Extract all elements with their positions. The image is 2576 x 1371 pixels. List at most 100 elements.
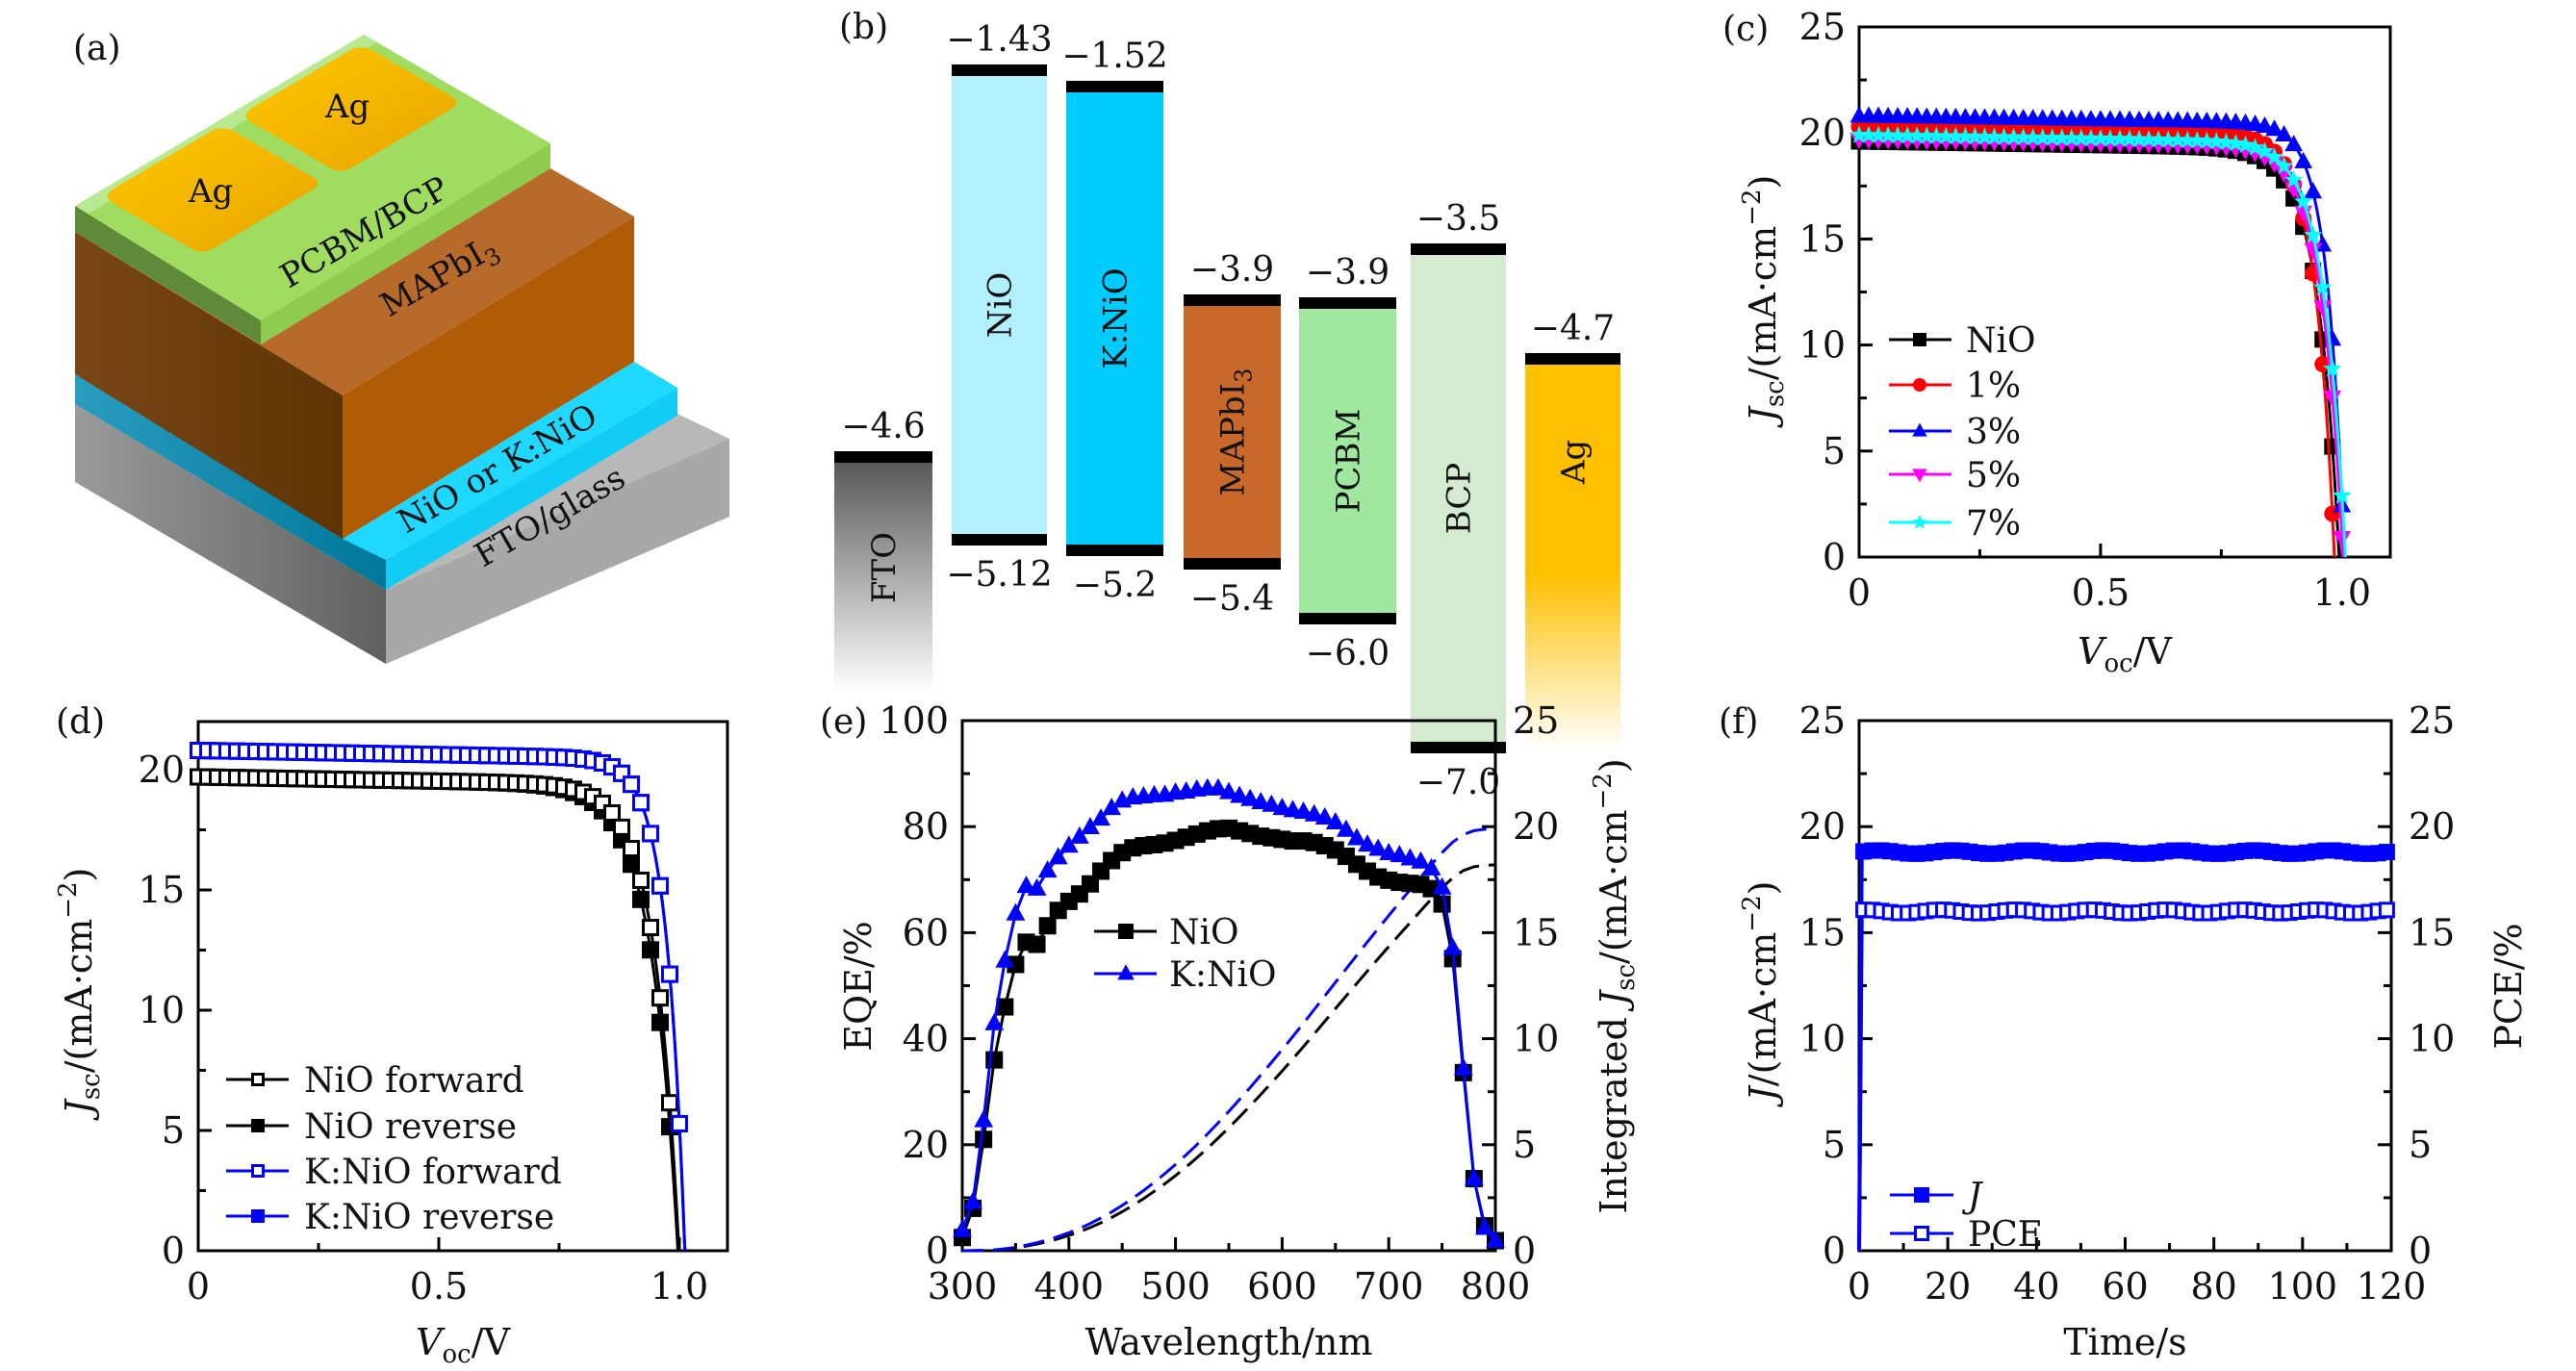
data-point [1325, 811, 1345, 829]
band-rect [1411, 249, 1506, 748]
data-point [2053, 128, 2072, 146]
energy-level-diagram: −4.6 FTO −1.43 −5.12 NiO −1.52 −5.2 K:NiO −3.9 −5… [834, 20, 1620, 802]
data-point [2304, 242, 2323, 260]
plot-frame [1857, 25, 2392, 559]
legend-label: PCE [1968, 1215, 2043, 1255]
data-point [1037, 860, 1058, 878]
jv-doping-chart: 0 0.5 1.0 0 5 10 15 20 25 NiO 1% 3% 5% 7% Voc/V Jsc/(mA… [1738, 6, 2392, 678]
y-tick-label: 100 [879, 699, 949, 742]
y2-tick-label: 20 [2409, 805, 2455, 848]
legend-marker [1912, 469, 1927, 483]
band-name: FTO [865, 532, 904, 603]
data-point [1869, 125, 1888, 143]
y-tick-label: 20 [1799, 112, 1846, 154]
band-bottom-level-bar [1411, 742, 1506, 753]
x-tick-label: 500 [1140, 1265, 1211, 1308]
series-line [1859, 140, 2341, 558]
y2-tick-label: 5 [1513, 1124, 1536, 1166]
band-top-energy-label: −4.6 [841, 407, 925, 446]
band-rect [1525, 359, 1620, 750]
panel-label-b: (b) [839, 8, 888, 47]
data-point [2304, 182, 2323, 199]
y-tick-label: 10 [139, 989, 185, 1031]
band-rect [834, 457, 932, 693]
legend-item: PCE [1890, 1215, 2043, 1255]
nio-right-face [386, 388, 677, 590]
data-point [1027, 877, 1047, 896]
band-bottom-energy-label: −5.4 [1190, 579, 1274, 619]
data-point [1926, 126, 1946, 144]
data-point [2274, 156, 2294, 174]
legend-label: 7% [1966, 504, 2021, 544]
x-tick-label: 60 [2102, 1265, 2148, 1308]
y-axis-title-main: J [1742, 1084, 1784, 1107]
panel-label-d: (d) [56, 702, 105, 742]
data-point [2256, 115, 2274, 133]
legend-label: J [1961, 1177, 1984, 1216]
device-schematic: Ag Ag PCBM/BCP MAPbI3 NiO or K:NiO FTO/g… [75, 35, 729, 664]
y-tick-label: 0 [926, 1230, 949, 1272]
band-bottom-energy-label: −7.0 [1416, 763, 1500, 802]
y-tick-label: 5 [162, 1109, 185, 1152]
legend-label: 5% [1966, 456, 2021, 495]
x-axis-title: Time/s [2063, 1321, 2186, 1363]
band-rect [1299, 303, 1396, 619]
data-point [1442, 937, 1463, 955]
x-axis-title-unit: /V [472, 1321, 511, 1363]
legend-item: NiO forward [226, 1061, 524, 1101]
legend-label: NiO [1169, 913, 1239, 952]
data-point [1411, 851, 1431, 869]
y2-axis-title-main: Integrated [1593, 1005, 1635, 1214]
y-tick-label: 25 [1799, 699, 1846, 742]
y-axis-title-sub: sc [77, 1073, 106, 1100]
data-point [1251, 792, 1271, 810]
y2-tick-label: 0 [2409, 1230, 2432, 1272]
band-bottom-energy-label: −5.2 [1073, 566, 1157, 605]
band-name-sub: 3 [1231, 368, 1258, 383]
x-tick-label: 1.0 [2313, 571, 2371, 614]
data-point [2275, 125, 2293, 142]
band-name-main: MAPbI [1214, 383, 1253, 495]
legend: NiO forward NiO reverse K:NiO forward K:NiO… [226, 1061, 562, 1237]
legend-marker [1914, 1187, 1929, 1203]
y-tick-label: 0 [1823, 1230, 1846, 1272]
data-point [1975, 127, 1995, 145]
data-point [2333, 486, 2352, 504]
y-axis-title-unit: /(mA·cm [1742, 932, 1784, 1087]
data-point [1400, 848, 1420, 866]
data-point [2197, 131, 2216, 149]
y2-tick-label: 15 [1513, 911, 1559, 953]
data-point [2378, 844, 2395, 861]
legend-marker [1912, 422, 1927, 437]
legend-item: 5% [1889, 456, 2021, 495]
data-point [2226, 134, 2246, 152]
series-k-nio-forward [190, 742, 688, 1252]
y2-axis-title-close: ) [1593, 758, 1635, 773]
band-name: K:NiO [1097, 267, 1135, 368]
data-point [2168, 130, 2187, 148]
nio-left-face [75, 374, 386, 590]
data-point [1486, 1230, 1505, 1248]
data-point [1293, 800, 1314, 819]
data-point [1432, 876, 1452, 895]
energy-band-fto: −4.6 FTO [834, 407, 932, 693]
data-point [632, 871, 650, 889]
y2-tick-label: 0 [1513, 1230, 1536, 1272]
band-name: PCBM [1330, 409, 1368, 514]
data-point [1358, 834, 1377, 852]
data-point [642, 825, 659, 843]
panel-label-a: (a) [73, 29, 121, 68]
y-tick-label: 5 [1823, 430, 1846, 472]
series-line [1859, 138, 2345, 558]
y-axis-title-close: ) [1742, 881, 1784, 896]
band-top-level-bar [1525, 353, 1620, 365]
series-line [960, 787, 1497, 1242]
ag-label-2: Ag [324, 88, 370, 126]
y-tick-label: 0 [162, 1230, 185, 1272]
data-point [2072, 128, 2091, 147]
y-axis-title-unit: /(mA·cm [1742, 226, 1784, 381]
data-point [1936, 126, 1955, 144]
band-top-level-bar [1299, 297, 1396, 309]
band-top-energy-label: −3.5 [1416, 199, 1500, 239]
